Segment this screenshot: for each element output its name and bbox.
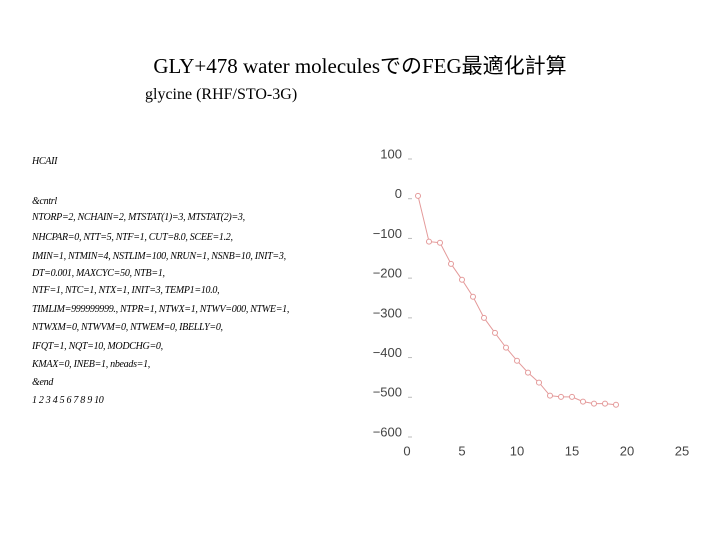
x-tick-label: 10 [510,443,524,458]
code-line: NTWXM=0, NTWVM=0, NTWEM=0, IBELLY=0, [32,322,223,333]
point [536,379,542,386]
code-line: &cntrl [32,196,57,207]
y-tick-label: −500 [373,385,402,400]
y-tick-label: −100 [373,226,402,241]
point [525,369,531,376]
point [591,400,597,407]
code-line: NTF=1, NTC=1, NTX=1, INIT=3, TEMP1=10.0, [32,285,220,296]
point [558,393,564,400]
point [459,276,465,283]
point [481,314,487,321]
point [437,239,443,246]
code-line: NHCPAR=0, NTT=5, NTF=1, CUT=8.0, SCEE=1.… [32,232,233,243]
code-line: NTORP=2, NCHAIN=2, MTSTAT(1)=3, MTSTAT(2… [32,212,245,223]
point [426,238,432,245]
point [470,293,476,300]
code-line: DT=0.001, MAXCYC=50, NTB=1, [32,268,165,279]
y-tick-label: 0 [395,186,402,201]
point [580,398,586,405]
point [613,401,619,408]
code-line: IFQT=1, NQT=10, MODCHG=0, [32,341,163,352]
y-tick-label: −400 [373,345,402,360]
code-line: &end [32,377,54,388]
x-tick-label: 0 [403,443,410,458]
y-tick-label: −600 [373,424,402,439]
point [569,393,575,400]
x-tick-label: 5 [458,443,465,458]
code-line: TIMLIM=999999999., NTPR=1, NTWX=1, NTWV=… [32,304,290,315]
x-tick-label: 25 [675,443,689,458]
point [448,260,454,267]
point [514,357,520,364]
point [492,329,498,336]
code-line: HCAII [32,156,58,167]
slide-subtitle: glycine (RHF/STO-3G) [145,86,298,103]
code-line: IMIN=1, NTMIN=4, NSTLIM=100, NRUN=1, NSN… [32,251,286,262]
point [503,344,509,351]
y-tick-label: 100 [380,146,402,161]
point [547,392,553,399]
x-tick-label: 20 [620,443,634,458]
code-line: KMAX=0, INEB=1, nbeads=1, [32,359,151,370]
x-tick-label: 15 [565,443,579,458]
series-line [417,195,617,406]
y-tick-label: −200 [373,266,402,281]
point [415,192,421,199]
y-tick-label: −300 [373,305,402,320]
code-line: 1 2 3 4 5 6 7 8 9 10 [32,395,104,406]
slide-title: GLY+478 water moleculesでのFEG最適化計算 [153,54,567,78]
point [602,400,608,407]
